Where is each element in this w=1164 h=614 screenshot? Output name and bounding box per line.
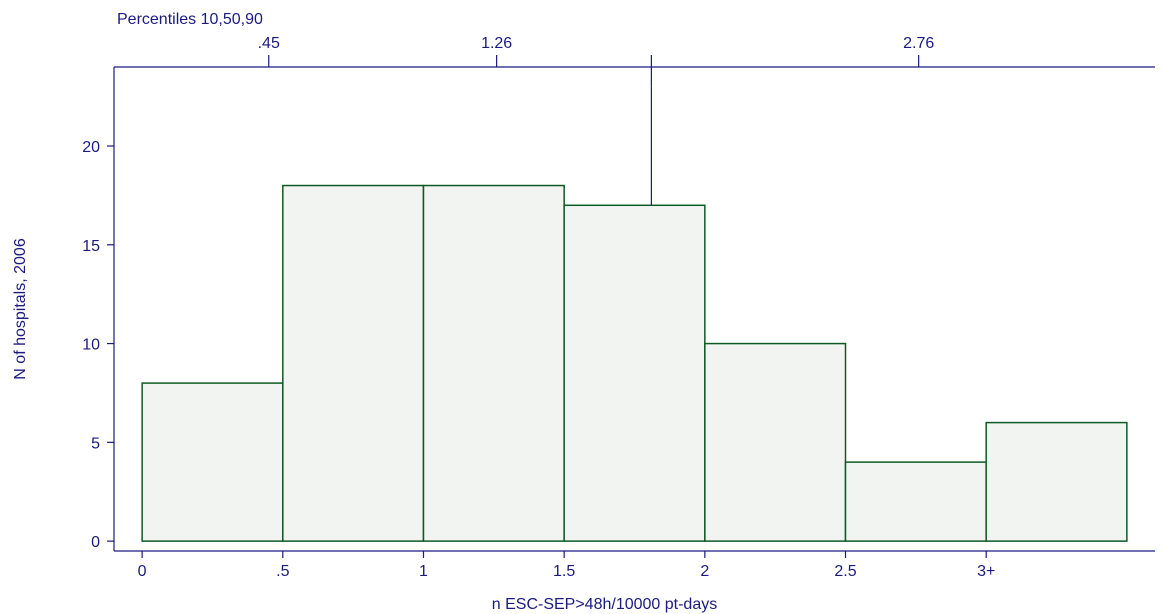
histogram-bar-2 [422,184,565,542]
top-tick-label-0: .45 [258,35,280,52]
y-axis-label: N of hospitals, 2006 [12,238,29,380]
y-tick-label-3: 15 [82,238,100,255]
x-tick-label-6: 3+ [977,563,995,580]
x-tick-label-1: .5 [276,563,289,580]
axes-group: 0 .5 1 1.5 2 2.5 3+ 0 5 10 15 20 .45 1.26 2.76 [82,35,1155,580]
x-axis-label: n ESC-SEP>48h/10000 pt-days [492,596,717,613]
x-tick-label-3: 1.5 [553,563,575,580]
histogram-bar-6 [985,421,1128,542]
bars-group [141,184,1128,542]
y-tick-label-2: 10 [82,337,100,354]
histogram-bar-1 [282,184,425,542]
top-axis-title: Percentiles 10,50,90 [117,11,263,28]
histogram-bar-4 [704,342,847,542]
histogram-bar-0 [141,382,284,542]
x-tick-label-5: 2.5 [834,563,856,580]
y-tick-label-1: 5 [91,435,100,452]
x-tick-label-4: 2 [700,563,709,580]
histogram-bar-3 [563,204,706,542]
top-tick-label-1: 1.26 [481,35,512,52]
top-tick-label-3: 2.76 [903,35,934,52]
y-tick-label-4: 20 [82,139,100,156]
x-tick-label-2: 1 [419,563,428,580]
x-tick-label-0: 0 [138,563,147,580]
histogram-bar-5 [844,461,987,542]
y-tick-label-0: 0 [91,534,100,551]
